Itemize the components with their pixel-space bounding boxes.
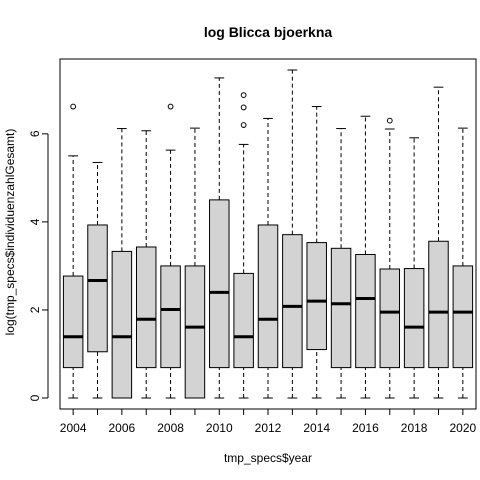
iqr-box	[258, 225, 277, 368]
box-2010	[210, 78, 229, 398]
iqr-box	[380, 269, 399, 368]
y-tick-label: 4	[28, 218, 42, 225]
x-tick-label: 2018	[401, 421, 428, 435]
box-2006	[112, 129, 131, 398]
iqr-box	[63, 276, 82, 368]
iqr-box	[112, 251, 131, 398]
box-2008	[161, 104, 180, 398]
y-tick-label: 6	[28, 130, 42, 137]
box-2007	[136, 131, 155, 398]
boxes-layer	[63, 70, 472, 398]
outlier-point	[241, 93, 246, 98]
box-2018	[404, 138, 423, 398]
x-tick-label: 2012	[255, 421, 282, 435]
iqr-box	[185, 266, 204, 398]
iqr-box	[453, 266, 472, 368]
outlier-point	[241, 123, 246, 128]
iqr-box	[88, 225, 107, 352]
box-2014	[307, 107, 326, 398]
box-2011	[234, 93, 253, 398]
outlier-point	[168, 104, 173, 109]
box-2009	[185, 128, 204, 398]
box-2004	[63, 104, 82, 398]
box-2016	[356, 116, 375, 398]
x-tick-label: 2014	[303, 421, 330, 435]
box-2005	[88, 162, 107, 398]
iqr-box	[161, 266, 180, 368]
box-2017	[380, 118, 399, 398]
x-tick-label: 2016	[352, 421, 379, 435]
iqr-box	[283, 235, 302, 368]
iqr-box	[136, 247, 155, 368]
x-tick-label: 2020	[449, 421, 476, 435]
y-tick-label: 0	[28, 394, 42, 401]
x-tick-label: 2010	[206, 421, 233, 435]
x-axis: 2004 2006 2008 2010 2012 2014 2016 2018 2020	[60, 409, 477, 435]
box-2012	[258, 118, 277, 398]
iqr-box	[331, 248, 350, 367]
iqr-box	[234, 273, 253, 367]
iqr-box	[210, 200, 229, 368]
x-tick-label: 2008	[157, 421, 184, 435]
x-tick-label: 2004	[60, 421, 87, 435]
x-axis-label: tmp_specs$year	[224, 451, 312, 465]
outlier-point	[387, 118, 392, 123]
chart-title: log Blicca bjoerkna	[204, 24, 333, 40]
iqr-box	[307, 243, 326, 350]
x-tick-label: 2006	[109, 421, 136, 435]
iqr-box	[404, 269, 423, 368]
iqr-box	[429, 241, 448, 367]
box-2015	[331, 129, 350, 398]
outlier-point	[71, 104, 76, 109]
y-axis: 0 2 4 6	[28, 130, 48, 401]
iqr-box	[356, 254, 375, 367]
outlier-point	[241, 105, 246, 110]
box-2020	[453, 128, 472, 398]
box-2013	[283, 70, 302, 398]
y-axis-label: log(tmp_specs$individuenzahlGesamt)	[3, 129, 17, 336]
box-2019	[429, 87, 448, 398]
y-tick-label: 2	[28, 306, 42, 313]
